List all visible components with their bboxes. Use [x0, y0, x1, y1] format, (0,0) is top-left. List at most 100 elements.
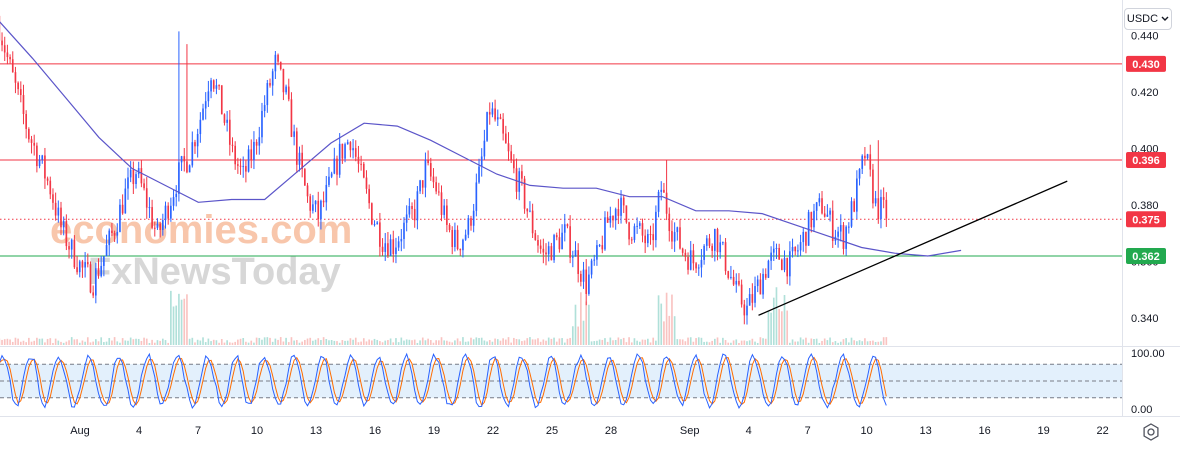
volume-bar	[676, 339, 678, 345]
time-tick-label: 25	[546, 425, 558, 437]
volume-bar	[133, 339, 135, 345]
volume-bar	[564, 343, 566, 345]
volume-bar	[200, 341, 202, 345]
volume-bar	[162, 339, 164, 345]
volume-bar	[733, 340, 735, 345]
volume-bar	[725, 340, 727, 345]
volume-bar	[781, 311, 783, 345]
volume-bar	[709, 342, 711, 345]
volume-bar	[232, 343, 234, 345]
volume-bar	[149, 343, 151, 345]
candle	[634, 223, 636, 242]
volume-bar	[55, 339, 57, 345]
volume-bar	[419, 340, 421, 345]
level-badge-label: 0.430	[1132, 59, 1160, 71]
volume-bar	[146, 339, 148, 345]
volume-bar	[100, 337, 102, 345]
volume-bar	[387, 340, 389, 345]
volume-bar	[567, 339, 569, 345]
volume-bar	[443, 340, 445, 345]
candle	[725, 238, 727, 275]
volume-bar	[752, 339, 754, 345]
price-tick-label: 0.440	[1131, 31, 1159, 43]
volume-bar	[631, 342, 633, 345]
volume-bar	[57, 341, 59, 345]
volume-bar	[647, 339, 649, 345]
volume-bar	[242, 338, 244, 345]
volume-bar	[237, 340, 239, 345]
level-badge-label: 0.375	[1132, 214, 1160, 226]
volume-bar	[762, 338, 764, 345]
volume-bar	[628, 337, 630, 345]
volume-bar	[283, 341, 285, 345]
volume-bar	[717, 337, 719, 345]
volume-bar	[339, 343, 341, 345]
volume-bar	[551, 339, 553, 345]
time-tick-label: 19	[428, 425, 440, 437]
volume-bar	[213, 340, 215, 345]
candle	[74, 235, 76, 269]
volume-bar	[20, 342, 22, 345]
volume-bar	[84, 342, 86, 345]
volume-bar	[352, 340, 354, 345]
volume-bar	[848, 342, 850, 345]
volume-bar	[74, 339, 76, 345]
volume-bar	[309, 338, 311, 345]
volume-bar	[548, 338, 550, 345]
volume-bar	[711, 341, 713, 345]
volume-bar	[36, 338, 38, 345]
volume-bar	[749, 340, 751, 345]
volume-bar	[861, 341, 863, 345]
volume-bar	[591, 341, 593, 345]
volume-bar	[835, 341, 837, 345]
watermark-line2: FxNewsToday	[88, 251, 341, 293]
volume-bar	[87, 337, 89, 345]
volume-bar	[727, 343, 729, 345]
settings-icon[interactable]	[1141, 422, 1161, 442]
price-tick-label: 0.340	[1131, 313, 1159, 325]
volume-bar	[510, 343, 512, 345]
volume-bar	[124, 340, 126, 345]
volume-bar	[524, 340, 526, 345]
volume-bar	[856, 341, 858, 345]
volume-bar	[829, 338, 831, 345]
volume-bar	[157, 340, 159, 345]
candle	[486, 112, 488, 142]
volume-bar	[312, 341, 314, 345]
currency-selector[interactable]: USDC	[1124, 8, 1172, 30]
volume-bar	[607, 342, 609, 345]
volume-bar	[165, 340, 167, 345]
volume-bar	[652, 338, 654, 345]
time-tick-label: 4	[136, 425, 142, 437]
volume-bar	[832, 342, 834, 345]
volume-bar	[141, 341, 143, 345]
volume-bar	[320, 340, 322, 345]
candle	[553, 234, 555, 263]
volume-bar	[143, 338, 145, 345]
volume-bar	[481, 338, 483, 345]
volume-bar	[28, 338, 30, 345]
volume-bar	[49, 338, 51, 345]
volume-bar	[360, 342, 362, 345]
volume-bar	[272, 342, 274, 345]
volume-bar	[883, 337, 885, 345]
volume-bar	[277, 340, 279, 345]
volume-bar	[800, 337, 802, 345]
time-tick-label: 10	[251, 425, 263, 437]
volume-bar	[719, 343, 721, 345]
volume-bar	[317, 338, 319, 345]
volume-bar	[583, 321, 585, 345]
volume-bar	[505, 340, 507, 345]
candle	[626, 205, 628, 223]
volume-bar	[650, 342, 652, 345]
volume-bar	[95, 339, 97, 345]
volume-bar	[202, 337, 204, 345]
volume-bar	[786, 311, 788, 345]
volume-bar	[430, 340, 432, 345]
volume-bar	[518, 339, 520, 345]
volume-bar	[776, 287, 778, 345]
volume-bar	[409, 340, 411, 345]
volume-bar	[462, 337, 464, 345]
